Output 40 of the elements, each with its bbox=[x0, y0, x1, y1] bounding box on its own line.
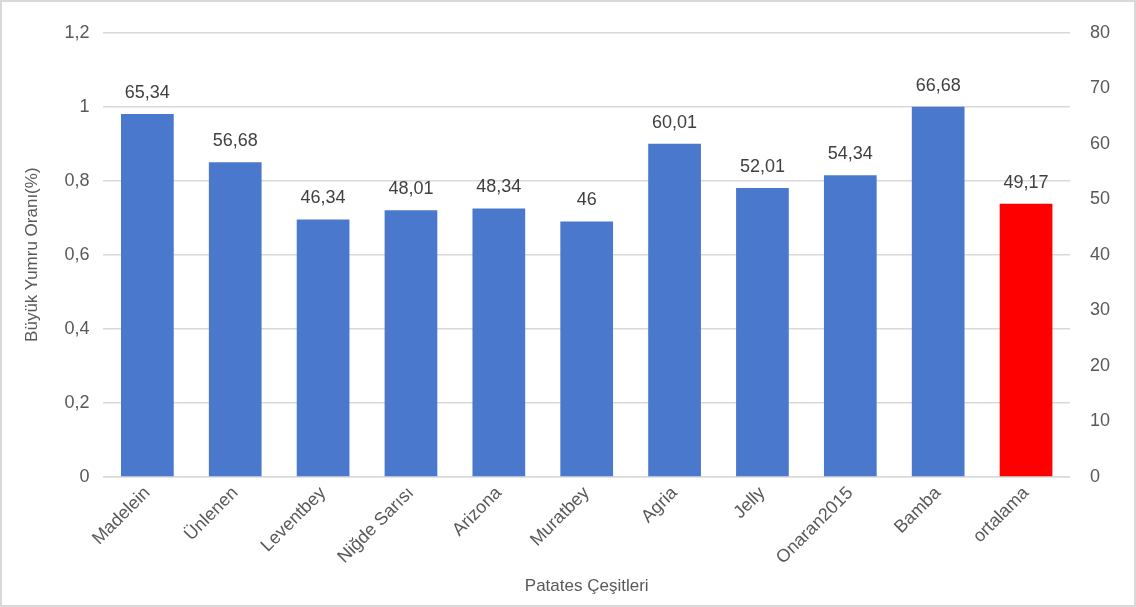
data-label: 54,34 bbox=[827, 143, 873, 164]
bar bbox=[208, 162, 262, 477]
bar bbox=[648, 143, 701, 477]
data-label: 46 bbox=[576, 189, 597, 210]
y-tick-label: 0,4 bbox=[64, 317, 90, 338]
data-label: 46,34 bbox=[300, 187, 346, 208]
bar bbox=[823, 175, 877, 477]
bar bbox=[736, 188, 789, 477]
x-axis-title: Patates Çeşitleri bbox=[524, 576, 649, 596]
data-label: 48,34 bbox=[476, 176, 522, 197]
y2-tick-label: 60 bbox=[1089, 132, 1111, 153]
y2-tick-label: 10 bbox=[1089, 410, 1111, 431]
data-label: 66,68 bbox=[915, 74, 961, 95]
data-label: 56,68 bbox=[212, 130, 258, 151]
y2-tick-label: 20 bbox=[1089, 354, 1111, 375]
data-label: 48,01 bbox=[388, 178, 434, 199]
data-label: 60,01 bbox=[652, 111, 698, 132]
y-tick-label: 1 bbox=[79, 95, 90, 116]
y-tick-label: 0 bbox=[79, 465, 90, 486]
y-tick-label: 0,2 bbox=[64, 391, 90, 412]
bar bbox=[911, 106, 965, 477]
y2-tick-label: 30 bbox=[1089, 299, 1111, 320]
y2-tick-label: 40 bbox=[1089, 243, 1111, 264]
y-axis-title: Büyük Yumru Oranı(%) bbox=[21, 167, 41, 342]
bar bbox=[296, 219, 350, 477]
y2-tick-label: 50 bbox=[1089, 188, 1111, 209]
bar bbox=[999, 203, 1053, 477]
y-tick-label: 1,2 bbox=[64, 21, 90, 42]
bar bbox=[560, 221, 614, 477]
data-label: 49,17 bbox=[1003, 171, 1049, 192]
data-label: 52,01 bbox=[739, 156, 785, 177]
y2-tick-label: 80 bbox=[1089, 21, 1111, 42]
bar bbox=[384, 210, 438, 477]
y-tick-label: 0,8 bbox=[64, 169, 90, 190]
bar bbox=[472, 208, 526, 477]
y2-tick-label: 0 bbox=[1089, 465, 1100, 486]
y2-tick-label: 70 bbox=[1089, 77, 1111, 98]
bar bbox=[121, 114, 174, 477]
data-label: 65,34 bbox=[124, 82, 170, 103]
y-tick-label: 0,6 bbox=[64, 243, 90, 264]
